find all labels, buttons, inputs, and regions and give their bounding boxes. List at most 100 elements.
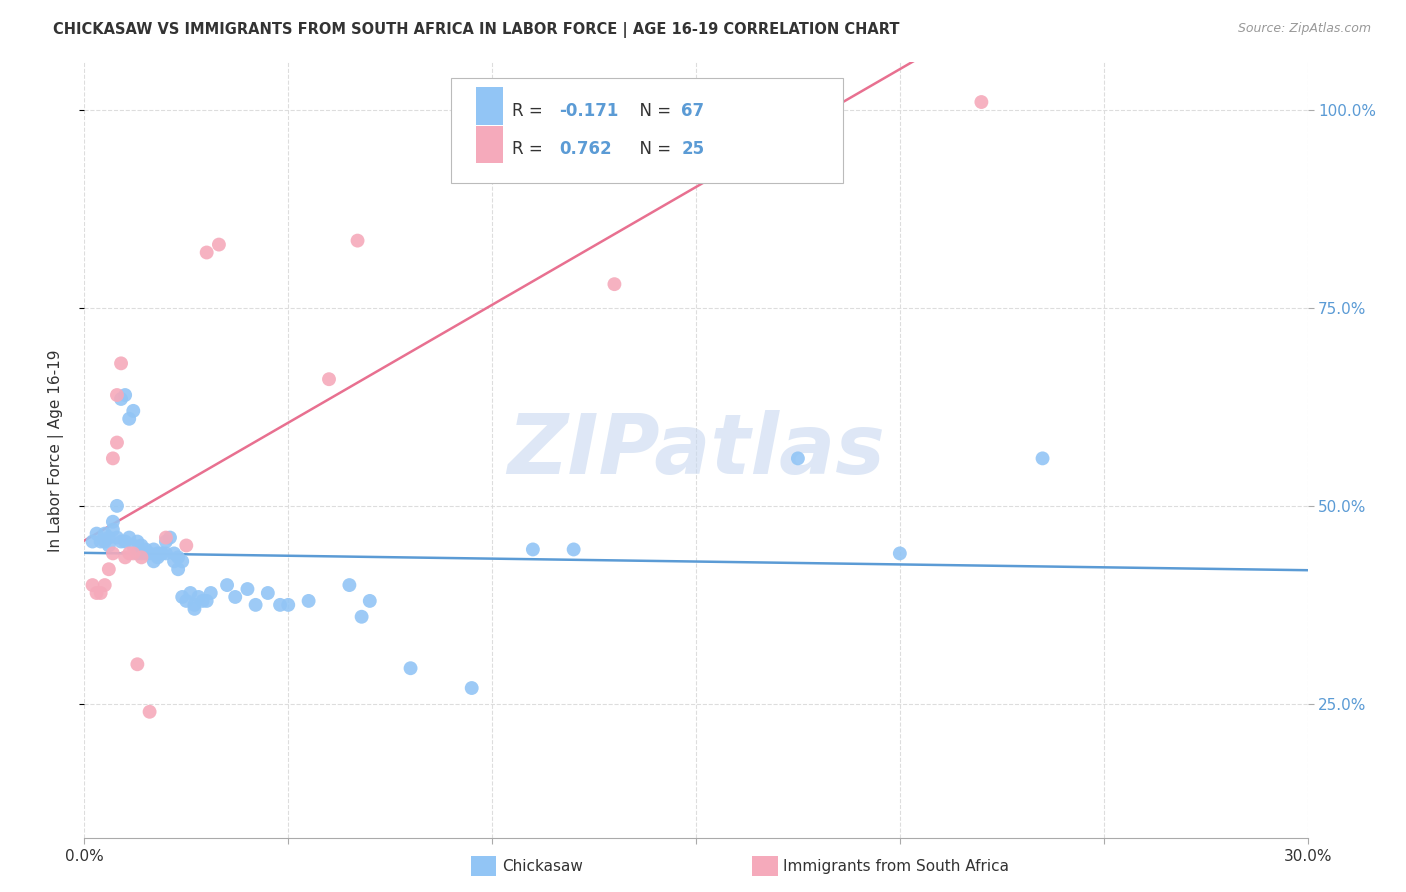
Point [131,550,153,565]
Point [146,546,169,560]
Point [163,546,186,560]
Point [97,539,120,553]
Point [82,534,104,549]
Point [236,582,259,596]
Point [138,546,160,560]
Point [101,515,124,529]
Point [127,546,149,560]
Point [146,550,169,565]
Point [339,578,361,592]
Point [970,95,993,109]
Point [318,372,340,386]
Text: Immigrants from South Africa: Immigrants from South Africa [783,859,1010,873]
Point [135,546,157,560]
FancyBboxPatch shape [475,87,503,125]
Point [150,546,173,560]
Point [86,526,108,541]
Text: Source: ZipAtlas.com: Source: ZipAtlas.com [1237,22,1371,36]
Point [90,586,112,600]
Point [110,392,132,406]
Point [135,542,157,557]
Point [97,531,120,545]
Point [1032,451,1054,466]
Point [172,590,194,604]
Point [155,531,177,545]
Point [93,578,115,592]
Point [787,451,810,466]
Point [118,546,141,560]
Point [359,594,381,608]
Text: R =: R = [513,102,548,120]
Text: Chickasaw: Chickasaw [502,859,583,873]
Point [150,546,173,560]
Point [217,578,239,592]
Text: -0.171: -0.171 [560,102,619,120]
Point [86,586,108,600]
Text: ZIPatlas: ZIPatlas [508,410,884,491]
Point [277,598,299,612]
Point [257,586,280,600]
Point [399,661,422,675]
Point [346,234,368,248]
Point [155,534,177,549]
Point [118,411,141,425]
Point [174,539,197,553]
Point [142,542,165,557]
Point [82,578,104,592]
FancyBboxPatch shape [475,126,503,163]
Point [522,542,544,557]
Point [269,598,291,612]
Point [183,598,205,612]
Point [93,534,115,549]
Point [167,550,190,565]
Point [195,594,218,608]
Point [105,435,128,450]
Point [105,388,128,402]
Point [90,534,112,549]
Point [101,546,124,560]
Point [101,451,124,466]
Point [350,609,373,624]
Point [224,590,246,604]
Point [101,523,124,537]
Text: N =: N = [628,102,676,120]
Point [122,539,145,553]
Point [167,562,190,576]
Point [195,245,218,260]
Text: 67: 67 [682,102,704,120]
Point [122,404,145,418]
Point [183,602,205,616]
Text: N =: N = [628,140,676,159]
Point [191,594,214,608]
Point [187,590,209,604]
FancyBboxPatch shape [451,78,842,183]
Point [131,539,153,553]
Point [93,526,115,541]
Point [174,594,197,608]
Point [298,594,321,608]
Point [114,534,136,549]
Text: 0.762: 0.762 [560,140,612,159]
Point [725,111,748,125]
Point [105,531,128,545]
Point [138,705,160,719]
Point [562,542,585,557]
Point [200,586,222,600]
Point [118,531,141,545]
Point [127,657,149,672]
Point [110,534,132,549]
Point [105,499,128,513]
Point [159,531,181,545]
Point [110,356,132,370]
Point [122,546,145,560]
Point [131,546,153,560]
Point [172,554,194,568]
Point [97,562,120,576]
Y-axis label: In Labor Force | Age 16-19: In Labor Force | Age 16-19 [48,349,63,552]
Point [461,681,484,695]
Point [155,546,177,560]
Point [127,534,149,549]
Point [114,550,136,565]
Point [179,586,201,600]
Point [114,388,136,402]
